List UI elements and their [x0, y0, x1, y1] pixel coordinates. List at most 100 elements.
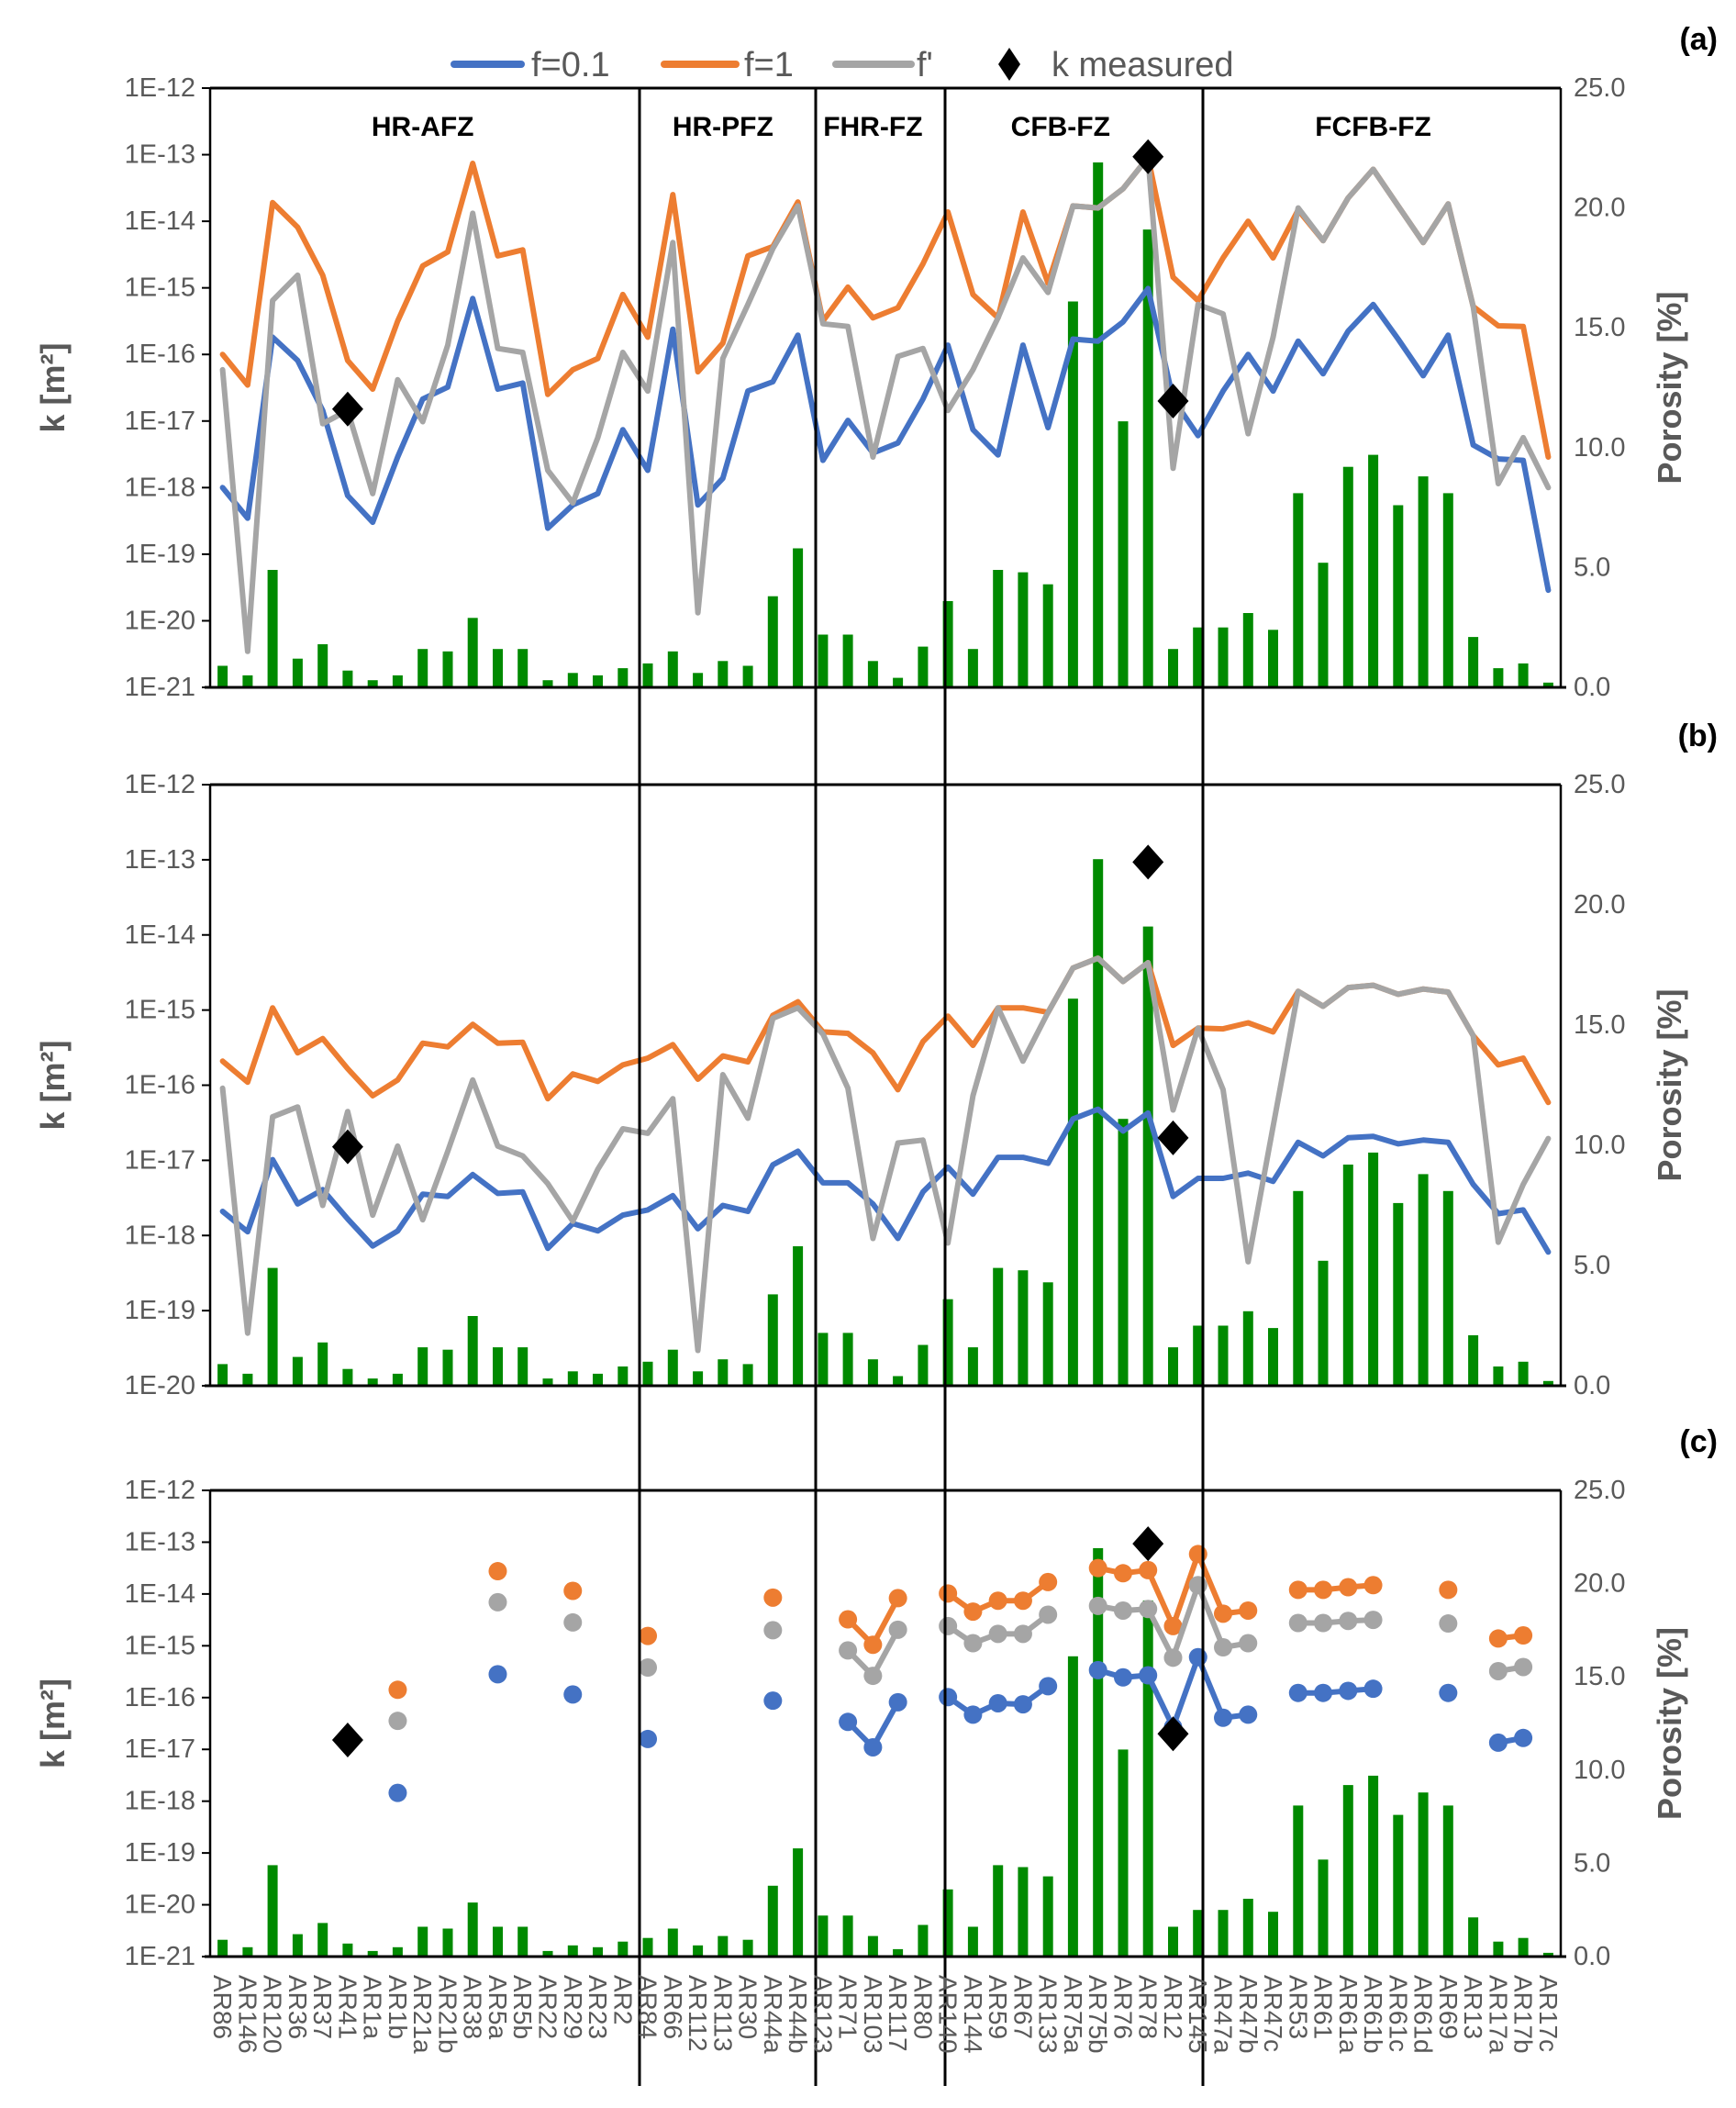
- porosity-bar: [1218, 627, 1229, 687]
- series-line-fprime: [219, 955, 1552, 1354]
- porosity-bar: [493, 1926, 503, 1957]
- porosity-bar: [1242, 613, 1253, 687]
- x-tick-label: AR75b: [1084, 1975, 1112, 2054]
- porosity-bar: [718, 1935, 729, 1957]
- x-tick-label: AR61: [1309, 1975, 1338, 2039]
- y-tick-label: 1E-19: [125, 1296, 195, 1325]
- porosity-bar: [467, 1902, 478, 1957]
- panel-label: (c): [1679, 1424, 1718, 1459]
- porosity-tick-label: 10.0: [1574, 1131, 1625, 1160]
- porosity-bar: [292, 1934, 303, 1957]
- porosity-bar: [1293, 1805, 1304, 1957]
- x-tick-label: AR47a: [1209, 1975, 1238, 2054]
- porosity-bar: [1193, 1910, 1204, 1957]
- porosity-bar: [1067, 998, 1078, 1386]
- porosity-bar: [593, 1946, 603, 1957]
- porosity-bar: [867, 1935, 878, 1957]
- series-f01: [388, 1647, 1533, 1802]
- porosity-bar: [442, 651, 453, 687]
- series-fprime: [219, 955, 1552, 1354]
- y-tick-label: 1E-13: [125, 1527, 195, 1556]
- porosity-bar: [618, 1366, 629, 1386]
- k-measured-diamond: [1132, 844, 1164, 880]
- porosity-bar: [467, 618, 478, 687]
- porosity-bar: [942, 601, 953, 687]
- x-tick-label: AR123: [808, 1975, 837, 2054]
- porosity-bar: [1468, 1335, 1479, 1386]
- legend-item-fprime: f': [832, 46, 933, 84]
- porosity-bar: [667, 1349, 678, 1386]
- porosity-bar: [1093, 1548, 1104, 1957]
- porosity-bar: [593, 675, 603, 687]
- series-point-f1: [1314, 1580, 1333, 1600]
- legend-item-f1: f=1: [661, 46, 794, 84]
- porosity-bar: [1268, 1328, 1278, 1386]
- x-tick-label: AR69: [1434, 1975, 1463, 2039]
- legend-item-f01: f=0.1: [451, 46, 610, 84]
- series-point-fprime: [888, 1620, 907, 1639]
- porosity-tick-label: 5.0: [1574, 1251, 1610, 1280]
- series-point-f01: [1113, 1667, 1132, 1687]
- series-f1: [219, 955, 1552, 1106]
- porosity-bar: [1518, 1937, 1529, 1957]
- x-tick-label: AR1a: [359, 1975, 387, 2039]
- series-point-f1: [1439, 1580, 1458, 1600]
- x-tick-label: AR103: [859, 1975, 887, 2054]
- series-point-f01: [1088, 1660, 1107, 1679]
- porosity-bar: [392, 675, 403, 687]
- porosity-bar: [1418, 1792, 1429, 1957]
- porosity-bar: [893, 1948, 904, 1957]
- legend-label: f=0.1: [531, 46, 610, 84]
- porosity-tick-label: 0.0: [1574, 1942, 1610, 1971]
- y-tick-label: 1E-12: [125, 73, 195, 103]
- x-tick-label: AR17b: [1509, 1975, 1538, 2054]
- x-tick-label: AR5b: [508, 1975, 537, 2039]
- series-point-f01: [488, 1665, 507, 1684]
- series-point-fprime: [1439, 1614, 1458, 1634]
- series-point-f1: [988, 1591, 1007, 1611]
- series-point-f1: [639, 1626, 658, 1645]
- series-point-fprime: [1113, 1601, 1132, 1620]
- porosity-bar: [267, 570, 278, 687]
- porosity-bar: [618, 1941, 629, 1957]
- zone-label: CFB-FZ: [1011, 112, 1110, 142]
- porosity-bar: [1018, 1867, 1029, 1957]
- series-point-f01: [939, 1688, 958, 1707]
- porosity-bar: [867, 661, 878, 687]
- y-tick-label: 1E-12: [125, 1476, 195, 1505]
- series-point-f01: [1239, 1705, 1258, 1724]
- porosity-bars: [217, 162, 1553, 687]
- x-tick-label: AR61c: [1384, 1975, 1412, 2052]
- series-point-fprime: [639, 1658, 658, 1678]
- porosity-bar: [842, 634, 853, 687]
- x-tick-label: AR146: [233, 1975, 262, 2054]
- porosity-bar: [367, 1378, 378, 1386]
- porosity-bar: [718, 661, 729, 687]
- x-tick-label: AR61d: [1409, 1975, 1438, 2054]
- porosity-bar: [1442, 493, 1453, 687]
- y-tick-label: 1E-20: [125, 1891, 195, 1920]
- porosity-bar: [567, 1945, 578, 1957]
- y-tick-label: 1E-14: [125, 206, 195, 236]
- k-measured-diamond: [331, 1129, 363, 1165]
- legend-label: k measured: [1052, 46, 1234, 84]
- series-point-fprime: [939, 1616, 958, 1635]
- series-line-f01: [219, 1106, 1552, 1255]
- series-point-f01: [863, 1737, 883, 1757]
- porosity-bar: [1542, 682, 1553, 687]
- x-tick-label: AR145: [1184, 1975, 1212, 2054]
- porosity-bar: [1342, 466, 1353, 687]
- porosity-bar: [292, 1356, 303, 1386]
- x-tick-label: AR41: [333, 1975, 362, 2039]
- series-point-f1: [1214, 1604, 1232, 1623]
- series-point-f01: [1188, 1647, 1207, 1667]
- porosity-tick-label: 5.0: [1574, 1848, 1610, 1878]
- series-point-f01: [1488, 1733, 1508, 1752]
- porosity-bar: [793, 1246, 804, 1386]
- porosity-bar: [742, 665, 753, 687]
- porosity-bar: [1418, 1174, 1429, 1386]
- series-point-f1: [839, 1610, 858, 1629]
- panel-label: (a): [1679, 22, 1718, 57]
- series-point-f1: [863, 1635, 883, 1655]
- x-tick-label: AR75a: [1059, 1975, 1087, 2054]
